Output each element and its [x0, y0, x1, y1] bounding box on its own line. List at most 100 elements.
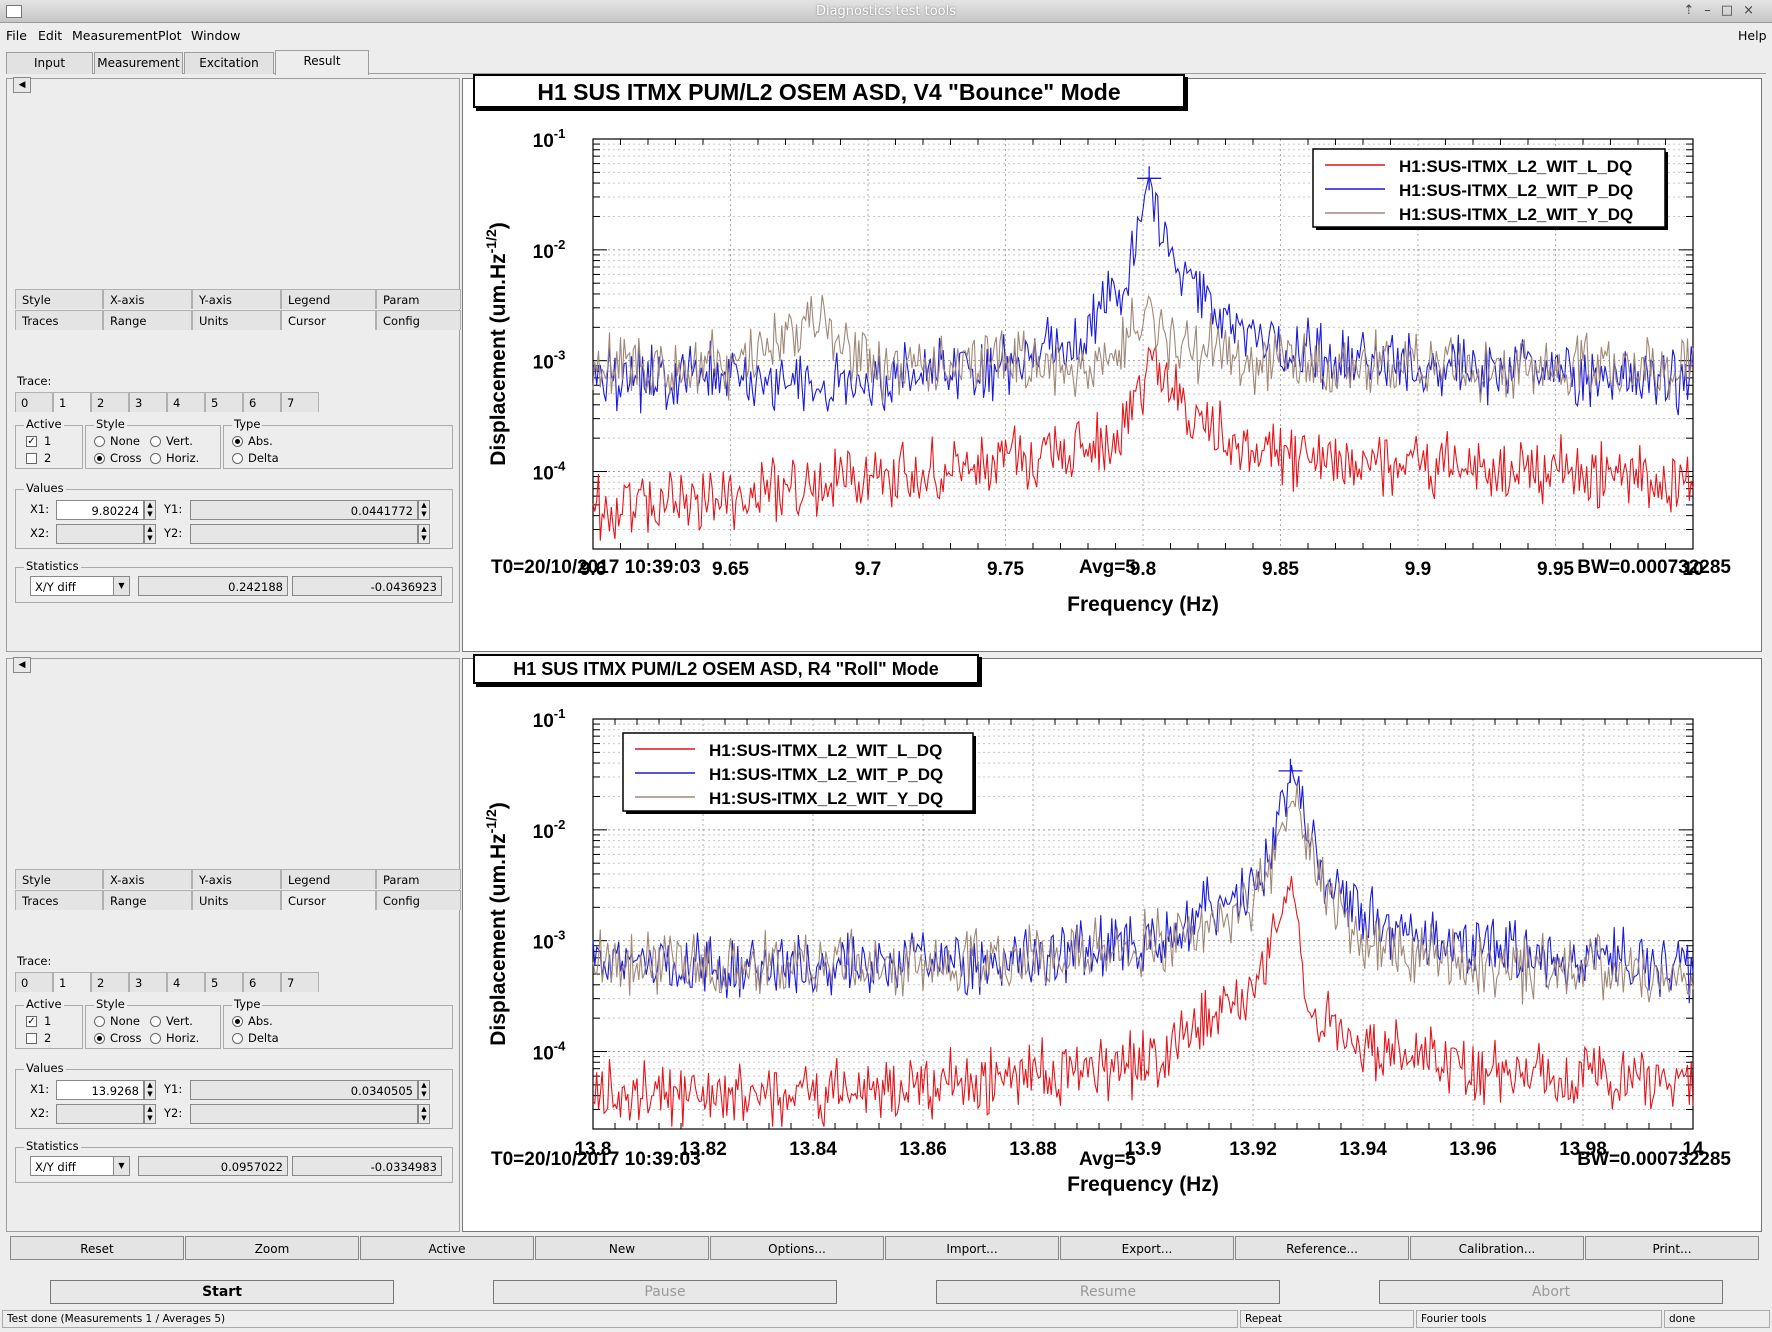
- settings-tab[interactable]: Traces: [15, 310, 103, 330]
- statistics-mode-select[interactable]: X/Y diff ▼: [30, 576, 130, 596]
- active-checkbox-1[interactable]: ✓: [26, 436, 37, 447]
- start-button[interactable]: Start: [50, 1280, 394, 1304]
- x2-spinner[interactable]: ▲ ▼: [144, 524, 156, 544]
- settings-tab[interactable]: Param: [376, 289, 461, 309]
- trace-tab-1[interactable]: 1: [53, 972, 91, 992]
- window-menu-icon[interactable]: [6, 5, 22, 18]
- trace-tab-2[interactable]: 2: [91, 392, 129, 412]
- chart-top[interactable]: 9.6 9.65 9.7 9.75 9.8 9.85 9.9 9.95 1010-110-210…: [463, 79, 1763, 653]
- trace-tab-3[interactable]: 3: [129, 972, 167, 992]
- plot-button-calibration[interactable]: Calibration...: [1410, 1236, 1584, 1260]
- trace-tab-4[interactable]: 4: [167, 392, 205, 412]
- type-radio-delta[interactable]: [232, 453, 243, 464]
- collapse-arrow-button[interactable]: ◀: [13, 77, 31, 93]
- y2-field[interactable]: [190, 1104, 418, 1124]
- close-icon[interactable]: ×: [1743, 3, 1764, 18]
- x1-input[interactable]: 9.80224: [56, 500, 144, 520]
- menu-file[interactable]: File: [6, 28, 27, 43]
- y1-spinner[interactable]: ▲ ▼: [418, 500, 430, 520]
- y1-field[interactable]: 0.0340505: [190, 1080, 418, 1100]
- menu-measurement[interactable]: Measurement: [72, 28, 158, 43]
- style-radio-cross[interactable]: [94, 453, 105, 464]
- tab-input[interactable]: Input: [6, 52, 93, 74]
- settings-tab[interactable]: X-axis: [103, 869, 192, 889]
- maximize-icon[interactable]: □: [1720, 3, 1744, 18]
- style-radio-horiz[interactable]: [150, 1033, 161, 1044]
- style-radio-vert[interactable]: [150, 436, 161, 447]
- settings-tab[interactable]: Range: [103, 310, 192, 330]
- settings-tab[interactable]: Style: [15, 869, 103, 889]
- y1-field[interactable]: 0.0441772: [190, 500, 418, 520]
- x2-input[interactable]: [56, 524, 144, 544]
- x1-input[interactable]: 13.9268: [56, 1080, 144, 1100]
- trace-tab-6[interactable]: 6: [243, 972, 281, 992]
- settings-tab[interactable]: Config: [376, 890, 461, 910]
- settings-tab[interactable]: Traces: [15, 890, 103, 910]
- trace-tab-2[interactable]: 2: [91, 972, 129, 992]
- settings-tab[interactable]: Config: [376, 310, 461, 330]
- settings-tab[interactable]: Units: [192, 310, 281, 330]
- style-radio-horiz[interactable]: [150, 453, 161, 464]
- active-checkbox-1[interactable]: ✓: [26, 1016, 37, 1027]
- type-radio-delta[interactable]: [232, 1033, 243, 1044]
- trace-tab-4[interactable]: 4: [167, 972, 205, 992]
- plot-button-export[interactable]: Export...: [1060, 1236, 1234, 1260]
- minimize-icon[interactable]: –: [1704, 3, 1721, 18]
- x2-spinner[interactable]: ▲ ▼: [144, 1104, 156, 1124]
- y2-field[interactable]: [190, 524, 418, 544]
- pin-icon[interactable]: ⇡: [1683, 3, 1705, 18]
- trace-tab-0[interactable]: 0: [15, 392, 53, 412]
- trace-tab-3[interactable]: 3: [129, 392, 167, 412]
- tab-excitation[interactable]: Excitation: [184, 52, 274, 74]
- type-radio-abs[interactable]: [232, 436, 243, 447]
- plot-button-zoom[interactable]: Zoom: [185, 1236, 359, 1260]
- style-radio-cross[interactable]: [94, 1033, 105, 1044]
- plot-button-import[interactable]: Import...: [885, 1236, 1059, 1260]
- trace-tab-5[interactable]: 5: [205, 972, 243, 992]
- settings-tab[interactable]: Cursor: [281, 890, 376, 910]
- settings-tab[interactable]: Style: [15, 289, 103, 309]
- y2-spinner[interactable]: ▲ ▼: [418, 1104, 430, 1124]
- abort-button[interactable]: Abort: [1379, 1280, 1723, 1304]
- trace-tab-6[interactable]: 6: [243, 392, 281, 412]
- settings-tab[interactable]: Legend: [281, 869, 376, 889]
- collapse-arrow-button[interactable]: ◀: [13, 657, 31, 673]
- settings-tab[interactable]: Range: [103, 890, 192, 910]
- trace-tab-7[interactable]: 7: [281, 392, 319, 412]
- trace-tab-5[interactable]: 5: [205, 392, 243, 412]
- plot-button-print[interactable]: Print...: [1585, 1236, 1759, 1260]
- settings-tab[interactable]: Legend: [281, 289, 376, 309]
- pause-button[interactable]: Pause: [493, 1280, 837, 1304]
- y2-spinner[interactable]: ▲ ▼: [418, 524, 430, 544]
- style-radio-vert[interactable]: [150, 1016, 161, 1027]
- trace-tab-0[interactable]: 0: [15, 972, 53, 992]
- settings-tab[interactable]: Y-axis: [192, 289, 281, 309]
- x2-input[interactable]: [56, 1104, 144, 1124]
- style-radio-none[interactable]: [94, 1016, 105, 1027]
- plot-button-options[interactable]: Options...: [710, 1236, 884, 1260]
- x1-spinner[interactable]: ▲ ▼: [144, 500, 156, 520]
- settings-tab[interactable]: Cursor: [281, 310, 376, 330]
- active-checkbox-2[interactable]: [26, 1033, 37, 1044]
- menu-plot[interactable]: Plot: [158, 28, 182, 43]
- trace-tab-7[interactable]: 7: [281, 972, 319, 992]
- active-checkbox-2[interactable]: [26, 453, 37, 464]
- settings-tab[interactable]: Param: [376, 869, 461, 889]
- settings-tab[interactable]: X-axis: [103, 289, 192, 309]
- plot-button-reset[interactable]: Reset: [10, 1236, 184, 1260]
- statistics-mode-select[interactable]: X/Y diff ▼: [30, 1156, 130, 1176]
- style-radio-none[interactable]: [94, 436, 105, 447]
- y1-spinner[interactable]: ▲ ▼: [418, 1080, 430, 1100]
- settings-tab[interactable]: Y-axis: [192, 869, 281, 889]
- chart-bottom[interactable]: 13.8 13.82 13.84 13.86 13.88 13.9 13.92 13.94 13…: [463, 659, 1763, 1233]
- tab-result[interactable]: Result: [275, 50, 369, 75]
- menu-window[interactable]: Window: [191, 28, 241, 43]
- x1-spinner[interactable]: ▲ ▼: [144, 1080, 156, 1100]
- plot-button-reference[interactable]: Reference...: [1235, 1236, 1409, 1260]
- settings-tab[interactable]: Units: [192, 890, 281, 910]
- menu-help[interactable]: Help: [1738, 28, 1767, 43]
- trace-tab-1[interactable]: 1: [53, 392, 91, 412]
- plot-button-active[interactable]: Active: [360, 1236, 534, 1260]
- tab-measurement[interactable]: Measurement: [94, 52, 183, 74]
- plot-button-new[interactable]: New: [535, 1236, 709, 1260]
